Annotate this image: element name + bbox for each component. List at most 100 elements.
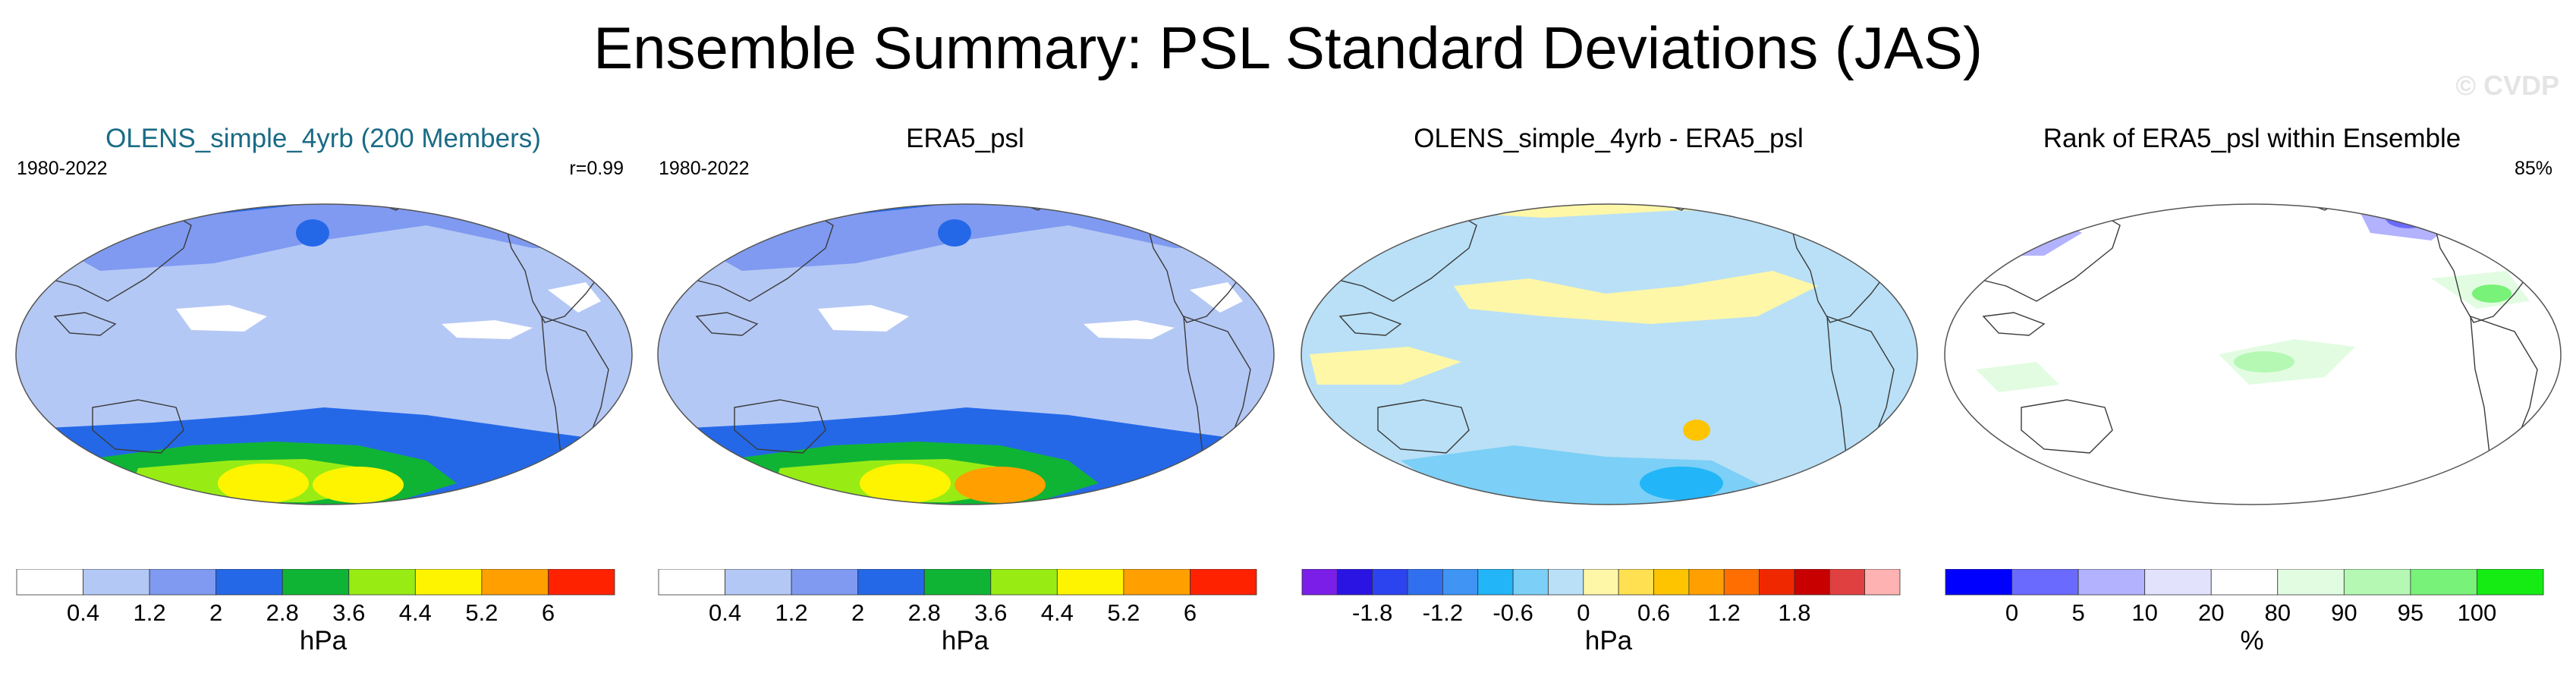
colorbar-tick-label: 1.2 [134,599,166,626]
colorbar-unit: hPa [299,626,348,656]
period-label: 1980-2022 [17,158,108,179]
panel-difference: OLENS_simple_4yrb - ERA5_psl -1.8 -1.2 -0.… [1287,118,1930,676]
coast-antarctica [772,510,1167,540]
coast-australia [2021,399,2113,454]
colorbar-box [149,569,217,596]
colorbar-tick-label: 1.2 [775,599,808,626]
aleutian-low [938,219,971,247]
warm-arctic [1332,204,1864,218]
coast-asiaEast [1309,204,1477,302]
colorbar-tick-label: 0.6 [1637,599,1670,626]
colorbar-box [791,569,859,596]
map-observations [657,203,1275,540]
coast-australia [92,399,184,454]
colorbar-box [1864,569,1901,596]
map-border [15,203,633,505]
panel-ensemble-mean: OLENS_simple_4yrb (200 Members) 1980-202… [2,118,645,676]
colorbar-box [2410,569,2477,596]
colorbar-box [1829,569,1866,596]
coast-greenland [1642,204,1713,211]
tropical-min-3 [548,282,601,313]
colorbar-box [1945,569,2012,596]
colorbar-box [1618,569,1654,596]
colorbar-box [414,569,483,596]
rank-high-2 [2234,351,2294,373]
colorbar-tick-label: 1.8 [1778,599,1810,626]
panel-title: OLENS_simple_4yrb (200 Members) [105,124,541,153]
colorbar-box [1056,569,1124,596]
coast-greenland [999,204,1070,211]
colorbar-rank: 0 5 10 20 80 90 95 100 [1945,569,2544,626]
colorbar-box [1190,569,1257,596]
colorbar-difference: -1.8 -1.2 -0.6 0 0.6 1.2 1.8 [1301,569,1901,626]
panel-title: ERA5_psl [906,124,1024,153]
arctic-pos-1 [1727,204,1818,218]
colorbar-box [1123,569,1190,596]
colorbar-box [1794,569,1830,596]
figure-title: Ensemble Summary: PSL Standard Deviation… [593,14,1983,81]
coast-greenland [2285,204,2357,211]
period-label: 1980-2022 [659,158,750,179]
colorbar-box [481,569,549,596]
arctic-pos-2 [1355,204,1416,211]
colorbar-tick-label: 5.2 [1107,599,1140,626]
colorbar-box [548,569,615,596]
correlation-label: r=0.99 [569,158,624,179]
colorbar-tick-label: 5.2 [465,599,498,626]
colorbar-box [2144,569,2212,596]
colorbar-box [348,569,416,596]
coast-antarctica [2059,510,2454,540]
colorbar-box [658,569,725,596]
map-field [1945,204,2561,540]
map-border [657,203,1275,505]
colorbar-ensemble-mean: 0.4 1.2 2 2.8 3.6 4.4 5.2 6 [16,569,615,626]
rank-high-3 [1976,362,2059,392]
map-field [16,204,632,505]
colorbar-tick-label: 0 [2005,599,2018,626]
southern-peak [313,467,404,503]
colorbar-box [2277,569,2345,596]
map-ensemble-mean [15,203,633,505]
colorbar-tick-label: -0.6 [1492,599,1533,626]
rank-high-5 [2472,285,2512,303]
colorbar-tick-label: 10 [2131,599,2157,626]
colorbar-box [2011,569,2079,596]
colorbar-box [1653,569,1690,596]
colorbar-box [1407,569,1443,596]
colorbar-observations: 0.4 1.2 2 2.8 3.6 4.4 5.2 6 [658,569,1257,626]
colorbar-tick-label: 2.8 [908,599,941,626]
colorbar-tick-label: 0.4 [67,599,99,626]
coast-greenland [357,204,428,211]
colorbar-box [2077,569,2146,596]
colorbar-box [857,569,925,596]
colorbar-box [1442,569,1479,596]
panel-title: Rank of ERA5_psl within Ensemble [2043,124,2461,153]
colorbar-tick-label: 2 [209,599,222,626]
map-border [1944,203,2562,505]
map-field [1301,204,1917,540]
colorbar-box [16,569,83,596]
colorbar-box [1372,569,1408,596]
colorbar-tick-label: 5 [2071,599,2084,626]
southern-max [860,464,951,503]
coast-antarctica [1416,510,1810,540]
colorbar-unit: % [2240,626,2264,656]
rank-summary-label: 85% [2514,158,2552,179]
coast-asiaEast [665,204,834,302]
coast-asiaEast [24,204,192,302]
colorbar-tick-label: 1.2 [1708,599,1741,626]
coast-maritime [1982,312,2046,336]
rank-low-2 [1968,227,2029,254]
colorbar-unit: hPa [941,626,989,656]
colorbar-box [1512,569,1549,596]
colorbar-box [1301,569,1338,596]
map-rank [1944,203,2562,540]
colorbar-box [725,569,792,596]
coast-maritime [695,312,759,336]
tropical-min-2 [1084,320,1175,339]
colorbar-box [1548,569,1584,596]
colorbar-box [1477,569,1514,596]
colorbar-tick-label: 6 [542,599,555,626]
tropical-min-2 [442,320,533,339]
colorbar-tick-label: 2 [851,599,864,626]
